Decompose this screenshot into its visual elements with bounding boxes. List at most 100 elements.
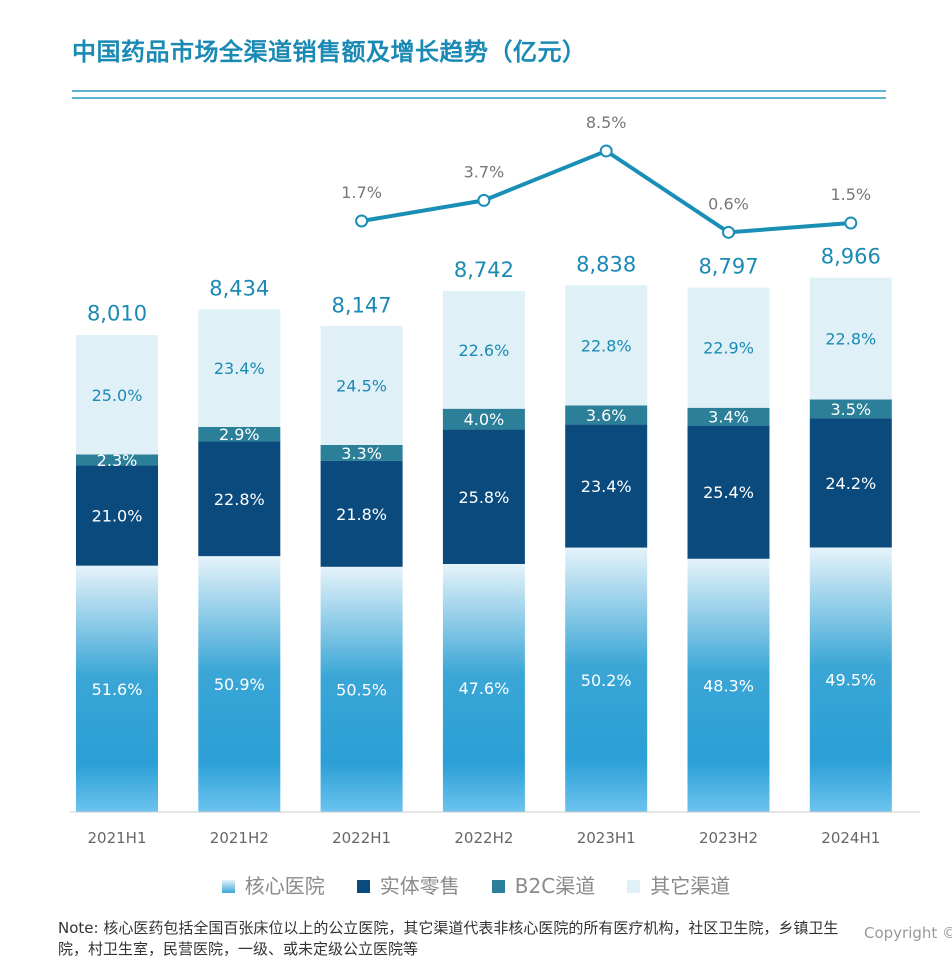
segment-label: 3.5% [830,400,871,419]
segment-label: 4.0% [464,410,505,429]
title-divider [72,97,886,99]
legend-swatch [221,880,235,893]
segment-label: 49.5% [825,671,876,690]
bar-segment-2 [320,444,403,461]
segment-label: 23.4% [581,477,632,496]
growth-label: 1.7% [341,183,382,202]
bar-segment-0 [565,547,648,812]
copyright: Copyright © [864,924,952,942]
bar-segment-0 [809,547,892,812]
segment-label: 25.8% [458,488,509,507]
bar-segment-0 [320,566,403,812]
segment-label: 2.3% [97,451,138,470]
bar-segment-1 [565,424,648,548]
growth-label: 8.5% [586,113,627,132]
segment-label: 3.6% [586,406,627,425]
total-label: 8,966 [821,245,881,269]
x-tick-label: 2022H2 [454,829,513,847]
bar-segment-3 [565,285,648,406]
stacked-bar-chart: 51.6% 21.0% 2.3% 25.0% 8,010 2021H1 50.9% 22.8%… [70,113,920,847]
bar-segment-0 [442,563,525,812]
title-divider [72,90,886,92]
segment-label: 22.9% [703,339,754,358]
bar-segment-0 [198,556,281,812]
legend-label: B2C渠道 [514,874,596,898]
bar-segment-2 [687,407,770,426]
bar-segment-3 [76,335,158,455]
growth-point [355,214,369,228]
bar-segment-1 [442,429,525,564]
segment-label: 22.8% [581,336,632,355]
total-label: 8,010 [87,302,147,326]
bar-segment-1 [76,465,158,566]
segment-label: 24.5% [336,376,387,395]
legend-item: 核心医院 [221,870,325,899]
x-tick-label: 2024H1 [821,829,880,847]
legend-label: 实体零售 [379,874,460,898]
segment-label: 47.6% [458,679,509,698]
growth-label: 0.6% [708,194,749,213]
bar-segment-1 [320,460,403,567]
growth-point [477,193,491,207]
segment-label: 22.8% [214,490,265,509]
total-label: 8,742 [454,258,514,282]
bar-segment-0 [76,565,158,812]
segment-label: 25.4% [703,483,754,502]
segment-label: 50.2% [581,671,632,690]
growth-point [722,225,735,239]
legend-item: 实体零售 [356,870,460,899]
segment-label: 50.5% [336,680,387,699]
growth-label: 1.5% [830,185,871,204]
bar-segment-3 [320,325,403,445]
footnote: Note: 核心医药包括全国百张床位以上的公立医院，其它渠道代表非核心医院的所有… [58,919,839,958]
bar-segment-3 [809,277,892,400]
bar-segment-3 [687,287,770,408]
legend-item: B2C渠道 [491,870,596,899]
segment-label: 23.4% [214,359,265,378]
segment-label: 24.2% [825,474,876,493]
bar-segment-3 [442,290,525,409]
bar-segment-1 [687,425,770,559]
legend-label: 其它渠道 [650,874,731,898]
x-tick-label: 2023H2 [699,829,758,847]
segment-label: 21.0% [92,507,143,526]
bar-segment-1 [198,441,281,557]
bar-segment-0 [687,558,770,812]
legend-item: 其它渠道 [627,870,730,899]
segment-label: 51.6% [92,680,143,699]
growth-point [844,216,858,230]
x-tick-label: 2021H1 [88,829,147,847]
total-label: 8,797 [698,255,758,279]
bar-segment-2 [809,399,892,419]
segment-label: 2.9% [219,425,260,444]
bar-segment-2 [565,405,648,425]
segment-label: 25.0% [92,386,143,405]
x-tick-label: 2022H1 [332,829,391,847]
growth-line [361,148,851,235]
segment-label: 22.6% [458,341,509,360]
segment-label: 48.3% [703,676,754,695]
total-label: 8,838 [576,252,636,276]
growth-label: 3.7% [464,162,505,181]
segment-label: 50.9% [214,675,265,694]
segment-label: 22.8% [825,330,876,349]
bar-segment-2 [198,426,281,442]
total-label: 8,434 [209,276,269,300]
bar-segment-2 [76,454,158,466]
bar-segment-3 [198,309,281,427]
legend-label: 核心医院 [244,874,325,898]
segment-label: 3.3% [341,444,382,463]
x-tick-label: 2021H2 [210,829,269,847]
legend-swatch [356,880,370,893]
legend-swatch [491,880,505,893]
growth-point [599,144,613,158]
legend-swatch [627,880,641,893]
total-label: 8,147 [332,293,392,317]
chart-title: 中国药品市场全渠道销售额及增长趋势（亿元） [72,38,587,66]
segment-label: 21.8% [336,505,387,524]
segment-label: 3.4% [708,408,749,427]
bar-segment-1 [809,418,892,548]
legend: 核心医院 实体零售 B2C渠道 其它渠道 [0,870,952,899]
bar-segment-2 [442,408,525,430]
